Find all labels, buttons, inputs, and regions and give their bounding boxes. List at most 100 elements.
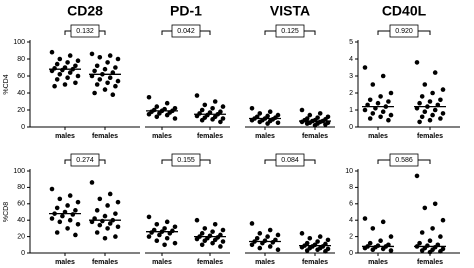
data-point: [102, 66, 108, 72]
data-point: [257, 231, 263, 236]
data-point: [100, 218, 105, 224]
data-point: [417, 240, 422, 246]
data-point: [315, 247, 320, 253]
y-tick-label: 60: [17, 73, 25, 80]
data-point: [105, 226, 110, 231]
x-tick-label: females: [417, 133, 443, 140]
data-point: [440, 217, 446, 223]
data-point: [267, 109, 273, 114]
y-tick-label: 10: [345, 168, 353, 175]
data-point: [210, 117, 215, 122]
y-tick-label: 40: [17, 90, 25, 97]
data-point: [154, 114, 160, 120]
data-point: [54, 230, 60, 235]
data-point: [157, 232, 162, 238]
data-point: [380, 109, 386, 114]
p-value: 0.084: [281, 157, 299, 164]
data-point: [199, 231, 205, 236]
data-point: [89, 180, 95, 185]
data-point: [304, 121, 310, 126]
data-point: [367, 97, 373, 103]
p-value: 0.155: [177, 157, 195, 164]
data-point: [323, 122, 328, 127]
data-point: [388, 112, 394, 118]
data-point: [172, 240, 178, 246]
data-point: [199, 242, 205, 248]
data-point: [92, 90, 97, 96]
data-point: [267, 244, 273, 249]
data-point: [199, 117, 205, 123]
data-point: [94, 63, 100, 69]
data-point: [427, 238, 433, 243]
data-point: [438, 234, 443, 239]
data-point: [414, 173, 420, 179]
data-point: [57, 196, 63, 202]
data-point: [54, 61, 60, 67]
y-tick-label: 8: [349, 184, 353, 191]
data-point: [57, 72, 63, 77]
data-point: [362, 216, 368, 221]
data-point: [67, 53, 73, 58]
data-point: [362, 65, 368, 70]
data-point: [270, 240, 276, 245]
p-value-box: [389, 24, 419, 38]
data-point: [380, 73, 386, 79]
data-point: [113, 83, 118, 89]
data-point: [164, 235, 170, 241]
data-point: [212, 237, 218, 243]
data-point: [299, 107, 305, 113]
data-point: [146, 94, 152, 100]
p-value: 0.920: [395, 28, 413, 35]
data-point: [202, 102, 208, 108]
data-point: [154, 238, 160, 243]
data-point: [113, 211, 118, 216]
data-point: [422, 82, 428, 87]
x-tick-label: females: [92, 259, 118, 266]
data-point: [419, 114, 425, 120]
data-point: [102, 235, 108, 241]
data-point: [430, 90, 435, 96]
data-point: [265, 234, 270, 239]
data-point: [54, 205, 60, 211]
data-point: [105, 60, 110, 65]
y-tick-label: 40: [17, 217, 25, 224]
data-point: [54, 77, 60, 82]
data-point: [378, 114, 383, 120]
data-point: [417, 100, 422, 106]
data-point: [304, 248, 310, 253]
data-point: [73, 232, 78, 238]
x-tick-label: females: [417, 259, 443, 266]
data-point: [249, 221, 255, 226]
data-point: [432, 70, 438, 75]
panel-title: CD40L: [382, 3, 427, 19]
data-point: [97, 196, 103, 202]
data-point: [164, 112, 170, 118]
data-point: [94, 230, 100, 235]
data-point: [430, 226, 435, 231]
data-point: [172, 224, 178, 230]
data-point: [97, 222, 103, 228]
data-point: [75, 222, 81, 227]
data-point: [107, 75, 113, 80]
y-tick-label: 1: [349, 107, 353, 114]
data-point: [210, 106, 215, 111]
data-point: [378, 94, 383, 99]
p-value-box: [171, 24, 201, 38]
data-point: [73, 63, 78, 69]
data-point: [422, 109, 428, 114]
data-point: [254, 235, 260, 241]
data-point: [107, 53, 113, 58]
x-tick-label: males: [55, 259, 75, 266]
data-point: [73, 208, 78, 213]
data-point: [115, 78, 121, 84]
p-value: 0.125: [281, 28, 299, 35]
data-point: [164, 100, 170, 106]
y-tick-label: 0: [349, 124, 353, 131]
data-point: [65, 60, 70, 65]
data-point: [317, 234, 323, 239]
data-point: [65, 75, 70, 80]
data-point: [417, 119, 422, 125]
data-point: [307, 112, 313, 118]
data-point: [202, 226, 208, 231]
data-point: [113, 234, 118, 239]
